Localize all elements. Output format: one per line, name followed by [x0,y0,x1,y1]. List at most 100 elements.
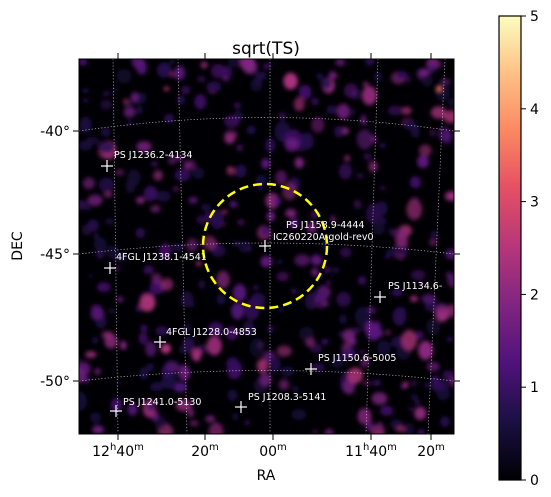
heatmap-cell [373,71,383,83]
x-tick-label: 20m [417,442,445,460]
heatmap-cell [194,94,207,110]
heatmap-cell [380,405,394,416]
heatmap-cell [262,63,272,70]
heatmap-cell [83,378,90,384]
heatmap-cell [401,106,412,115]
heatmap-cell [151,273,162,284]
heatmap-cell [205,415,216,423]
heatmap-cell [94,232,100,240]
heatmap-cell [167,155,177,165]
heatmap-cell [360,357,370,368]
heatmap-cell [259,372,272,387]
heatmap-cell [414,399,421,406]
heatmap-cell [180,85,191,95]
heatmap-cell [344,155,351,162]
heatmap-cell [419,281,425,286]
heatmap-cell [226,357,239,371]
heatmap-cell [347,367,364,384]
heatmap-cell [395,425,406,433]
heatmap-cell [231,412,239,421]
heatmap-cell [150,205,161,213]
x-tick-label: 12h40m [92,442,144,460]
x-axis-label: RA [257,468,276,484]
heatmap-cell [275,170,287,186]
heatmap-cell [268,356,281,373]
heatmap-cell [324,266,331,274]
heatmap-cell [311,268,319,277]
heatmap-cell [135,196,145,204]
source-markers: PS J1236.2-4134 PS J1158.9-4444 4FGL J1238… [101,150,442,417]
heatmap-cell [100,99,113,110]
heatmap-cell [339,247,352,258]
heatmap-cell [285,208,297,218]
heatmap-cell [84,205,92,211]
plot-area: PS J1236.2-4134 PS J1158.9-4444 4FGL J1238… [78,58,455,435]
heatmap-cell [440,416,450,428]
source-label: 4FGL J1228.0-4853 [166,327,257,338]
heatmap-cell [321,338,329,345]
heatmap-cell [246,125,256,135]
heatmap-cell [79,367,87,383]
heatmap-cell [436,86,442,92]
source-marker [259,240,271,252]
heatmap-cell [298,84,312,100]
colorbar: 0 1 2 3 4 5 [498,9,539,489]
heatmap-cell [445,248,454,260]
heatmap-cell [342,329,356,343]
heatmap-cell [255,174,267,186]
heatmap-cell [276,271,289,282]
heatmap-cell [234,164,247,178]
heatmap-cell [446,337,453,342]
heatmap-cell [278,112,287,120]
source-marker [374,291,386,303]
heatmap-cell [267,325,274,333]
heatmap-cell [442,370,454,381]
heatmap-cell [81,88,90,94]
heatmap-cell [417,428,425,434]
heatmap-cell [136,141,152,153]
heatmap-cell [239,59,255,71]
y-tick-label: -50° [40,374,70,390]
heatmap-cell [186,238,199,253]
heatmap-cell [363,380,371,386]
heatmap-cell [395,71,408,79]
heatmap-cell [253,284,259,291]
heatmap-cell [410,176,421,189]
heatmap-cell [443,110,454,124]
heatmap-cell [410,269,426,281]
colorbar-gradient [498,15,522,481]
heatmap-cell [312,430,318,434]
heatmap-cell [100,126,111,137]
heatmap-cell [188,196,198,204]
heatmap-cell [233,240,240,247]
colorbar-ticks: 0 1 2 3 4 5 [521,9,539,489]
heatmap-cell [344,83,358,98]
heatmap-cell [445,191,454,201]
heatmap-cell [415,330,424,340]
heatmap-cell [98,177,115,193]
heatmap-cell [330,72,339,79]
heatmap-cell [244,299,260,321]
heatmap-cell [183,159,197,171]
heatmap-cell [227,59,243,68]
heatmap-cell [226,167,236,176]
heatmap-cell [90,412,101,424]
x-tick-label: 20m [191,442,219,460]
heatmap-cell [189,420,200,427]
heatmap-cell [107,308,117,314]
heatmap-cell [405,76,412,83]
heatmap-cell [294,254,311,267]
heatmap-cell [379,185,386,191]
heatmap-cell [411,379,417,387]
heatmap-cell [356,129,373,150]
heatmap-cell [79,357,82,363]
heatmap-cell [320,77,332,90]
source-label: PS J1134.6- [388,281,442,292]
heatmap-cell [82,177,95,190]
x-tick-label: 00m [259,442,287,460]
heatmap-cell [432,379,447,391]
heatmap-cell [387,105,403,116]
heatmap-cell [88,273,94,279]
source-label: PS J1158.9-4444 [286,220,364,231]
heatmap-cell [208,322,224,337]
